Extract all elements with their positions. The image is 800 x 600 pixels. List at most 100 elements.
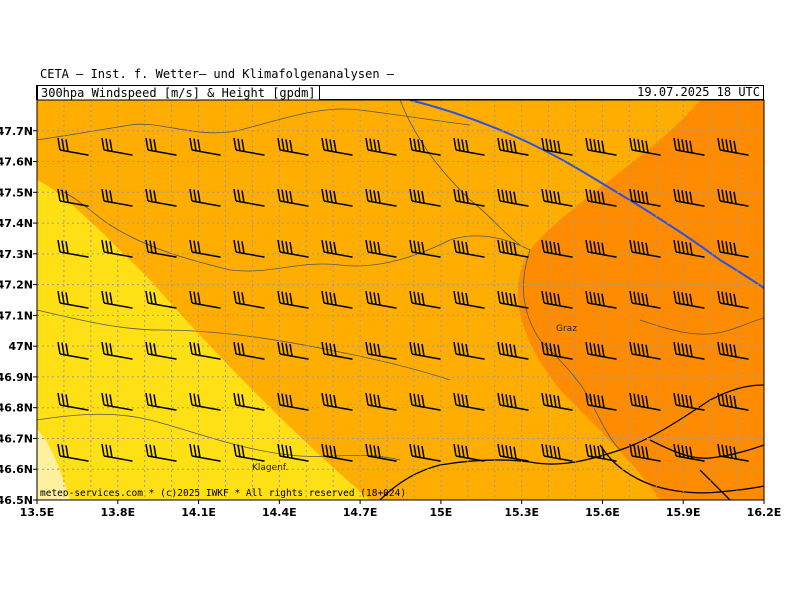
x-tick-label: 15.9E [666, 506, 701, 519]
wind-barb [717, 137, 749, 156]
wind-barb [277, 290, 309, 309]
wind-barb [321, 239, 353, 258]
color-fill-layer [37, 100, 764, 500]
wind-barb [145, 239, 177, 258]
y-tick-label: 47.2N [0, 279, 33, 292]
wind-barb [541, 341, 573, 360]
wind-barb [585, 392, 617, 411]
y-tick-label: 47.6N [0, 156, 33, 169]
wind-barb [57, 239, 89, 258]
wind-barb [101, 392, 133, 411]
wind-barb [409, 188, 441, 207]
wind-barb [365, 239, 397, 258]
wind-barb [277, 443, 309, 462]
wind-barb [409, 239, 441, 258]
wind-barb [673, 137, 705, 156]
wind-barb [189, 290, 221, 309]
wind-barb [585, 443, 617, 462]
wind-barb [409, 137, 441, 156]
wind-barb [57, 443, 89, 462]
x-tick-label: 13.5E [20, 506, 55, 519]
wind-band-4 [37, 100, 700, 500]
wind-barb [233, 188, 265, 207]
wind-barb [233, 239, 265, 258]
wind-barb [453, 341, 485, 360]
wind-barb [57, 188, 89, 207]
wind-barb [453, 137, 485, 156]
wind-barb [189, 239, 221, 258]
copyright-footer: meteo-services.com * (c)2025 IWKF * All … [40, 488, 406, 499]
x-tick-label: 13.8E [100, 506, 135, 519]
wind-barb [365, 188, 397, 207]
wind-barb [629, 239, 661, 258]
wind-barb [673, 392, 705, 411]
wind-band-2 [37, 180, 370, 500]
wind-barb [277, 137, 309, 156]
wind-barb [233, 392, 265, 411]
y-tick-label: 46.9N [0, 371, 33, 384]
wind-barb [453, 188, 485, 207]
wind-barb [717, 290, 749, 309]
wind-barb [673, 188, 705, 207]
wind-barb [145, 392, 177, 411]
x-axis-ticks: 13.5E 13.8E 14.1E 14.4E 14.7E 15E 15.3E 15.6E 15… [20, 500, 782, 519]
wind-barb [453, 392, 485, 411]
city-label-klagenfurt: Klagenf. [252, 463, 288, 473]
wind-barb [717, 341, 749, 360]
wind-barb [321, 188, 353, 207]
wind-barb [189, 188, 221, 207]
lat-lon-grid [37, 100, 764, 500]
city-label-graz: Graz [556, 324, 577, 334]
wind-barb [409, 341, 441, 360]
valid-time: 19.07.2025 18 UTC [637, 85, 760, 99]
wind-barb [717, 239, 749, 258]
wind-barb [101, 239, 133, 258]
wind-barb [541, 137, 573, 156]
wind-barb [497, 239, 529, 258]
wind-barb [233, 137, 265, 156]
wind-barb [189, 392, 221, 411]
wind-barb [453, 239, 485, 258]
x-tick-label: 14.1E [181, 506, 216, 519]
wind-barb [57, 290, 89, 309]
y-tick-label: 46.6N [0, 463, 33, 476]
wind-barb [629, 443, 661, 462]
wind-barb [673, 290, 705, 309]
wind-barb [233, 341, 265, 360]
wind-barb [541, 188, 573, 207]
wind-barb [629, 290, 661, 309]
wind-barb [409, 392, 441, 411]
wind-barb [101, 443, 133, 462]
wind-band-1 [37, 430, 70, 500]
wind-barb [497, 188, 529, 207]
wind-barb [673, 239, 705, 258]
wind-barb [365, 341, 397, 360]
wind-barb [277, 341, 309, 360]
wind-barb [585, 341, 617, 360]
wind-barb [629, 341, 661, 360]
wind-barb [145, 137, 177, 156]
wind-barb [629, 137, 661, 156]
y-tick-label: 47.5N [0, 186, 33, 199]
wind-barb [57, 341, 89, 360]
wind-barb [585, 188, 617, 207]
x-tick-label: 16.2E [747, 506, 782, 519]
wind-barb [453, 290, 485, 309]
wind-barb [541, 290, 573, 309]
wind-barb [497, 290, 529, 309]
wind-barb [321, 341, 353, 360]
institute-header: CETA – Inst. f. Wetter– und Klimafolgena… [40, 67, 395, 81]
y-tick-label: 47.3N [0, 248, 33, 261]
wind-barb [497, 341, 529, 360]
wind-barb [321, 290, 353, 309]
wind-barb [101, 341, 133, 360]
x-tick-label: 15.3E [504, 506, 539, 519]
wind-barb [409, 443, 441, 462]
wind-barb [585, 137, 617, 156]
wind-band-5 [517, 100, 764, 500]
wind-barb [541, 443, 573, 462]
wind-barb [189, 341, 221, 360]
y-tick-label: 46.8N [0, 402, 33, 415]
wind-barb [321, 443, 353, 462]
